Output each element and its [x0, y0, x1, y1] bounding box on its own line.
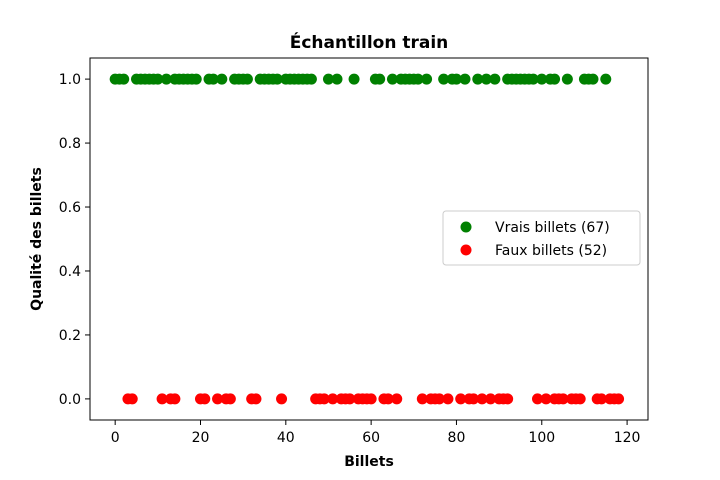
data-point [374, 73, 386, 85]
data-point [476, 393, 488, 405]
y-tick-label: 0.8 [59, 136, 81, 152]
data-point [613, 393, 625, 405]
x-tick-label: 120 [614, 430, 641, 446]
data-point [574, 393, 586, 405]
y-tick-label: 1.0 [59, 72, 81, 88]
data-point [412, 73, 424, 85]
data-point [549, 73, 561, 85]
data-point [224, 393, 236, 405]
data-point [382, 393, 394, 405]
data-point [455, 393, 467, 405]
data-point [600, 73, 612, 85]
data-point [421, 73, 433, 85]
data-point [442, 393, 454, 405]
data-point [450, 73, 462, 85]
data-point [527, 73, 539, 85]
x-axis-title: Billets [344, 454, 394, 470]
data-point [160, 73, 172, 85]
data-point [276, 393, 288, 405]
x-tick-label: 20 [192, 430, 210, 446]
x-tick-label: 100 [528, 430, 555, 446]
y-tick-label: 0.6 [59, 200, 81, 216]
x-tick-label: 40 [277, 430, 295, 446]
data-point [322, 73, 334, 85]
y-tick-label: 0.0 [59, 392, 81, 408]
data-point [344, 393, 356, 405]
data-point [480, 73, 492, 85]
data-point [536, 73, 548, 85]
data-point [305, 73, 317, 85]
data-point [386, 73, 398, 85]
data-point [318, 393, 330, 405]
data-point [271, 73, 283, 85]
data-point [468, 393, 480, 405]
x-tick-label: 80 [448, 430, 466, 446]
data-point [126, 393, 138, 405]
data-point [199, 393, 211, 405]
legend-label-vrais: Vrais billets (67) [495, 220, 610, 236]
data-point [485, 393, 497, 405]
data-point [207, 73, 219, 85]
data-point [241, 73, 253, 85]
chart-title: Échantillon train [290, 31, 449, 53]
points-layer [109, 73, 625, 405]
data-point [190, 73, 202, 85]
data-point [561, 73, 573, 85]
legend-box [442, 210, 641, 266]
data-point [216, 73, 228, 85]
data-point [169, 393, 181, 405]
data-point [540, 393, 552, 405]
series-faux-billets [122, 393, 625, 405]
data-point [118, 73, 130, 85]
x-tick-label: 60 [362, 430, 380, 446]
data-point [250, 393, 262, 405]
data-point [489, 73, 501, 85]
data-point [587, 73, 599, 85]
y-axis-title: Qualité des billets [29, 167, 45, 311]
data-point [331, 73, 343, 85]
legend: Vrais billets (67) Faux billets (52) [442, 210, 641, 266]
legend-label-faux: Faux billets (52) [495, 243, 607, 259]
y-tick-label: 0.2 [59, 328, 81, 344]
data-point [416, 393, 428, 405]
data-point [596, 393, 607, 405]
data-point [472, 73, 484, 85]
ticks-layer: 0 20 40 60 80 100 120 0.0 0.2 0.4 0.6 0.8 1.0 [59, 72, 641, 446]
plot-frame [89, 57, 649, 421]
legend-marker-vrais [460, 221, 472, 233]
legend-marker-faux [460, 244, 472, 256]
data-point [152, 73, 164, 85]
y-tick-label: 0.4 [59, 264, 81, 280]
data-point [532, 393, 544, 405]
data-point [212, 393, 224, 405]
data-point [391, 393, 403, 405]
x-tick-label: 0 [111, 430, 120, 446]
data-point [557, 393, 569, 405]
data-point [502, 393, 514, 405]
data-point [438, 73, 450, 85]
data-point [433, 393, 445, 405]
data-point [327, 393, 339, 405]
data-point [459, 73, 471, 85]
data-point [156, 393, 168, 405]
data-point [348, 73, 360, 85]
series-vrais-billets [109, 73, 612, 85]
data-point [365, 393, 377, 405]
